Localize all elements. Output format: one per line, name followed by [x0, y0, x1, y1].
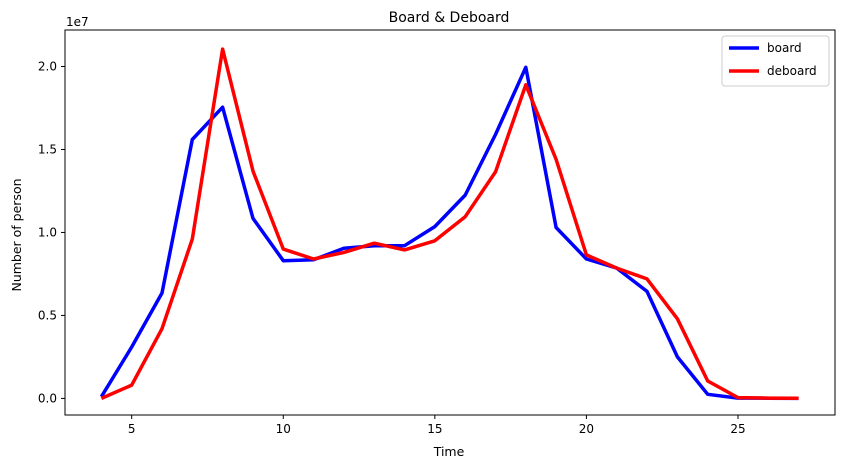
- y-tick-label: 0.0: [38, 391, 57, 405]
- x-tick-label: 25: [730, 422, 745, 436]
- plot-frame: [64, 29, 836, 416]
- y-offset-label: 1e7: [66, 15, 89, 29]
- series-line-deboard: [100, 47, 799, 401]
- y-axis-label: Number of person: [9, 178, 24, 291]
- x-tick-label: 20: [579, 422, 594, 436]
- y-tick-label: 0.5: [38, 308, 57, 322]
- legend-label-board: board: [767, 41, 802, 55]
- legend: board deboard: [721, 35, 830, 87]
- y-tick-label: 1.0: [38, 225, 57, 239]
- y-tick-label: 1.5: [38, 142, 57, 156]
- plot-lines: [99, 47, 799, 401]
- x-tick-label: 15: [427, 422, 442, 436]
- axis-ticks: 5 10 15 20 25 0.0 0.5 1.0 1.5 2.0: [38, 60, 746, 436]
- legend-label-deboard: deboard: [767, 64, 817, 78]
- chart-title: Board & Deboard: [389, 10, 510, 26]
- x-tick-label: 10: [276, 422, 291, 436]
- series-line-board: [99, 65, 799, 401]
- x-tick-label: 5: [128, 422, 136, 436]
- y-tick-label: 2.0: [38, 60, 57, 74]
- x-axis-label: Time: [433, 444, 465, 459]
